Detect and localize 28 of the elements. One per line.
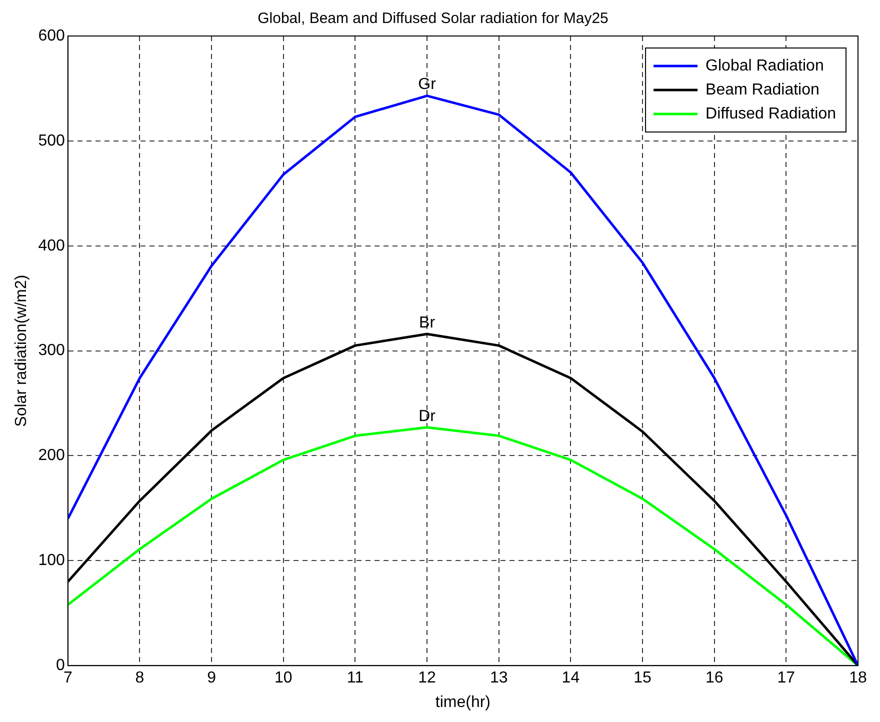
y-tick-label: 200	[38, 447, 65, 464]
annotation: Br	[419, 314, 436, 332]
y-tick-label: 400	[38, 237, 65, 254]
x-tick-label: 16	[705, 670, 724, 687]
x-tick-label: 7	[63, 670, 72, 687]
x-tick-label: 9	[207, 670, 216, 687]
y-tick-label: 300	[38, 342, 65, 360]
x-tick-label: 18	[849, 670, 867, 687]
x-tick-label: 17	[777, 670, 796, 687]
annotation: Gr	[418, 76, 437, 94]
x-tick-label: 8	[135, 670, 144, 687]
y-tick-label: 600	[38, 27, 65, 44]
x-tick-label: 12	[418, 670, 436, 687]
legend-label: Beam Radiation	[706, 81, 820, 98]
y-tick-label: 500	[38, 132, 65, 150]
legend-label: Global Radiation	[706, 57, 824, 74]
x-tick-label: 10	[274, 670, 292, 687]
x-axis-title: time(hr)	[435, 694, 490, 711]
annotation: Dr	[418, 408, 436, 425]
x-tick-label: 15	[634, 670, 652, 687]
y-tick-label: 0	[56, 657, 65, 674]
x-tick-label: 11	[346, 670, 364, 687]
legend-label: Diffused Radiation	[706, 105, 836, 122]
y-axis-title: Solar radiation(w/m2)	[13, 274, 30, 427]
y-tick-label: 100	[38, 552, 65, 570]
x-tick-label: 13	[490, 670, 508, 687]
x-tick-label: 14	[562, 670, 580, 687]
chart-title: Global, Beam and Diffused Solar radiation for May25	[258, 10, 608, 28]
